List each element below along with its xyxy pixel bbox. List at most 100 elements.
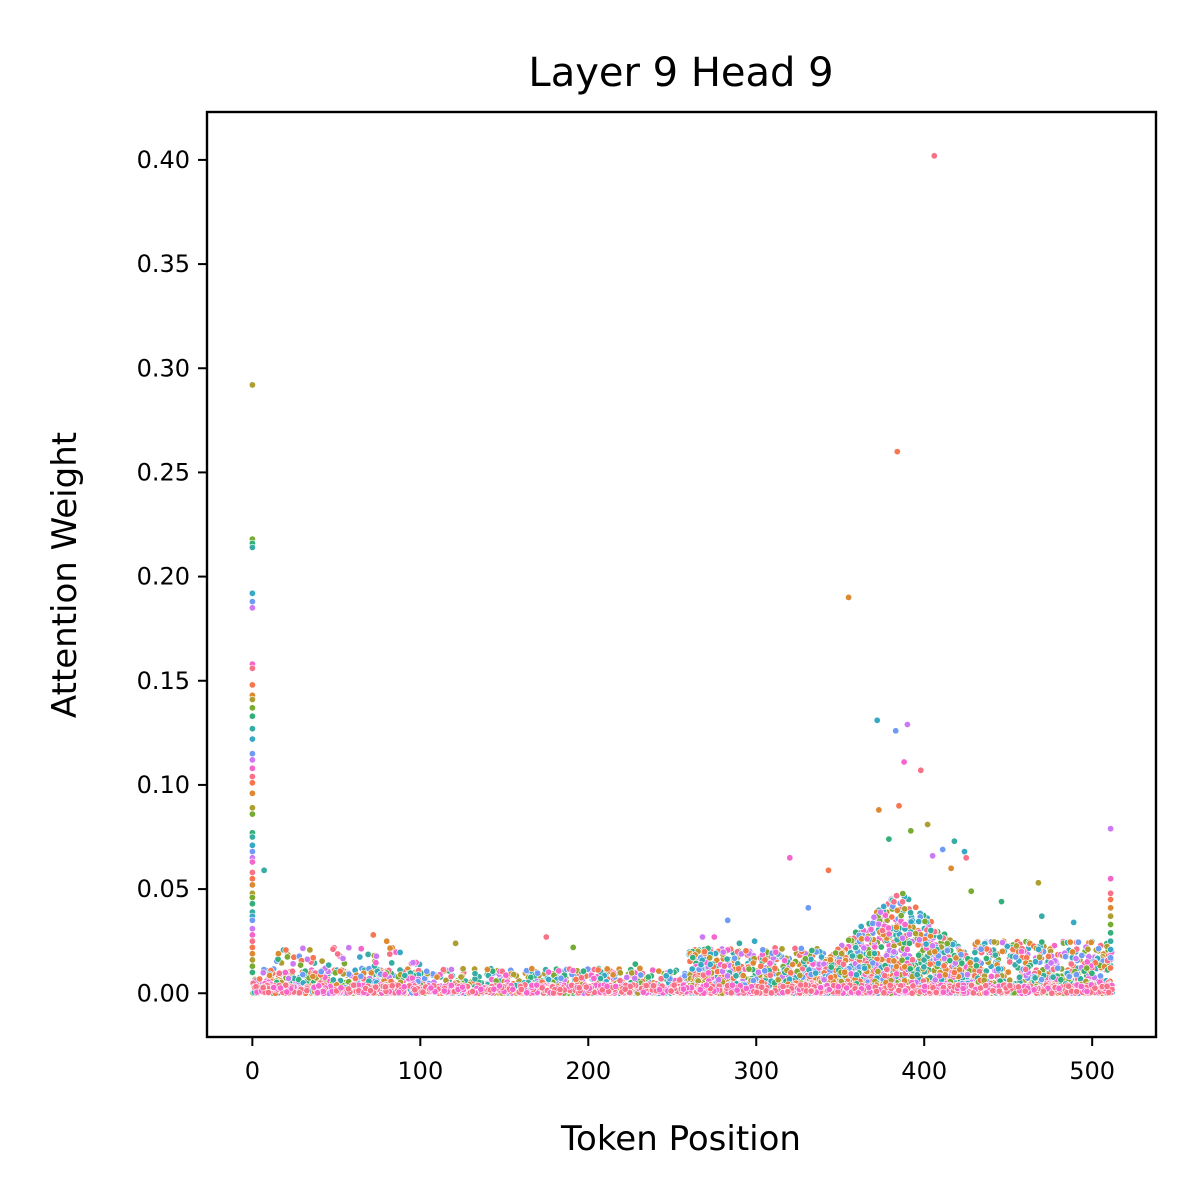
data-point — [447, 965, 455, 973]
data-point — [309, 972, 317, 980]
data-point — [433, 973, 441, 981]
data-point — [1017, 948, 1025, 956]
data-point — [841, 968, 849, 976]
data-point — [1015, 973, 1023, 981]
data-point — [706, 954, 714, 962]
data-point — [345, 944, 353, 952]
points-layer — [248, 152, 1116, 997]
data-point — [731, 954, 739, 962]
data-point — [697, 961, 705, 969]
data-point — [719, 948, 727, 956]
data-point — [502, 971, 510, 979]
data-point — [700, 948, 708, 956]
data-point — [1097, 972, 1105, 980]
data-point — [839, 960, 847, 968]
data-point — [739, 972, 747, 980]
data-point — [943, 939, 951, 947]
data-point — [734, 965, 742, 973]
data-point — [259, 969, 267, 977]
data-point — [817, 953, 825, 961]
data-point — [899, 898, 907, 906]
data-point — [299, 944, 307, 952]
data-point — [704, 969, 712, 977]
data-point — [998, 947, 1006, 955]
data-point — [920, 956, 928, 964]
data-point — [745, 965, 753, 973]
data-point — [401, 971, 409, 979]
chart-title: Layer 9 Head 9 — [528, 50, 833, 96]
data-point — [898, 934, 906, 942]
data-point — [1083, 958, 1091, 966]
data-point — [590, 974, 598, 982]
data-point — [906, 965, 914, 973]
data-point — [545, 975, 553, 983]
data-point — [982, 954, 990, 962]
data-point — [926, 960, 934, 968]
data-point — [950, 969, 958, 977]
data-point — [288, 967, 296, 975]
data-point — [1106, 964, 1114, 972]
data-point — [941, 971, 949, 979]
data-point — [892, 923, 900, 931]
data-point — [1054, 964, 1062, 972]
data-point — [388, 959, 396, 967]
data-point — [990, 938, 998, 946]
data-point — [1049, 973, 1057, 981]
data-point — [555, 967, 563, 975]
data-point — [971, 948, 979, 956]
data-point — [885, 930, 893, 938]
data-point — [908, 956, 916, 964]
data-point — [796, 971, 804, 979]
data-point — [754, 968, 762, 976]
data-point — [903, 945, 911, 953]
data-point — [852, 944, 860, 952]
data-point — [303, 955, 311, 963]
data-point — [1038, 975, 1046, 983]
data-point — [827, 973, 835, 981]
data-point — [317, 968, 325, 976]
data-point — [274, 950, 282, 958]
data-point — [876, 908, 884, 916]
data-point — [396, 948, 404, 956]
data-point — [869, 959, 877, 967]
data-point — [922, 940, 930, 948]
data-point — [1067, 960, 1075, 968]
data-point — [1045, 952, 1053, 960]
data-point — [991, 951, 999, 959]
data-point — [766, 959, 774, 967]
data-point — [880, 902, 888, 910]
data-point — [284, 974, 292, 982]
data-point — [893, 892, 901, 900]
data-point — [689, 954, 697, 962]
data-point — [623, 973, 631, 981]
data-point — [688, 965, 696, 973]
data-point — [329, 976, 337, 984]
data-point — [1036, 953, 1044, 961]
data-point — [963, 971, 971, 979]
data-point — [742, 947, 750, 955]
data-point — [912, 903, 920, 911]
data-point — [901, 920, 909, 928]
data-point — [644, 973, 652, 981]
data-point — [289, 960, 297, 968]
data-point — [306, 946, 314, 954]
data-point — [766, 971, 774, 979]
data-point — [534, 969, 542, 977]
data-point — [1035, 945, 1043, 953]
data-point — [1004, 968, 1012, 976]
data-point — [1022, 965, 1030, 973]
data-point — [372, 952, 380, 960]
data-point — [781, 957, 789, 965]
data-point — [890, 948, 898, 956]
data-point — [357, 945, 365, 953]
data-point — [528, 965, 536, 973]
data-point — [860, 944, 868, 952]
data-point — [666, 967, 674, 975]
data-point — [929, 942, 937, 950]
data-point — [877, 943, 885, 951]
data-point — [801, 955, 809, 963]
data-point — [266, 971, 274, 979]
data-point — [706, 960, 714, 968]
data-point — [356, 953, 364, 961]
data-point — [808, 946, 816, 954]
